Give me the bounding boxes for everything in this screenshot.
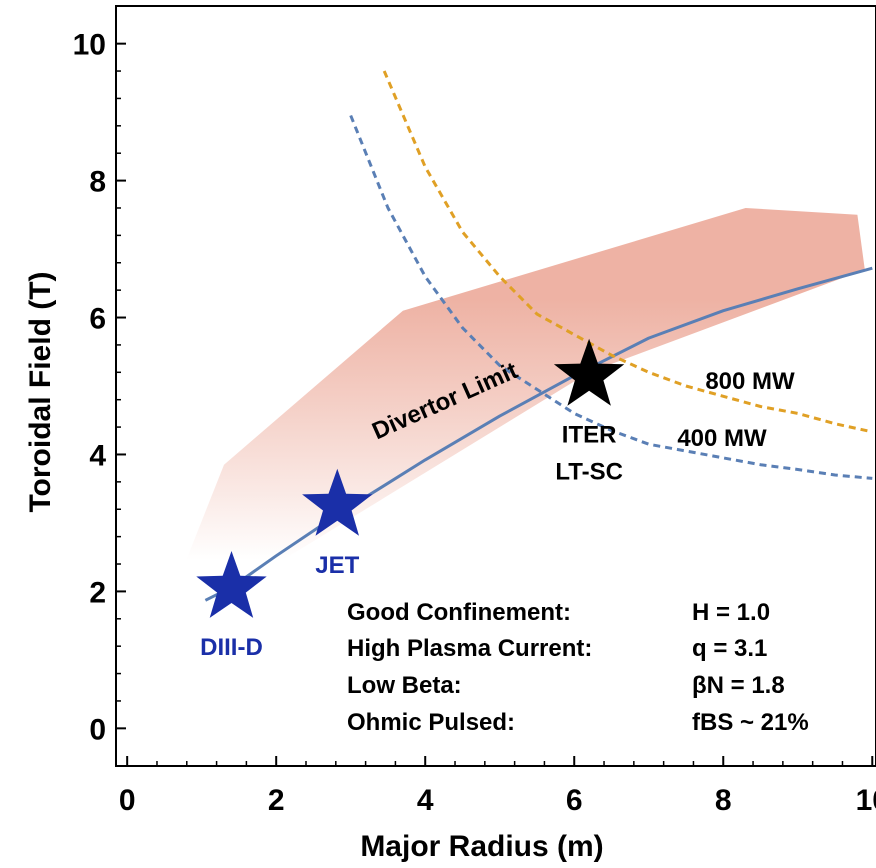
x-tick-label: 2 xyxy=(268,784,285,817)
param-name: Low Beta: xyxy=(347,672,462,699)
400mw-label: 400 MW xyxy=(677,425,767,452)
param-value: fBS ~ 21% xyxy=(692,709,809,736)
param-name: Good Confinement: xyxy=(347,599,571,626)
plot-area xyxy=(179,70,873,602)
machine-label: ITER xyxy=(562,422,617,449)
star-marker-jet xyxy=(302,468,373,536)
x-tick-label: 4 xyxy=(417,784,434,817)
x-tick-label: 0 xyxy=(119,784,136,817)
y-tick-label: 4 xyxy=(89,439,106,472)
plot-frame xyxy=(115,5,876,767)
series-line-800mw xyxy=(382,70,873,434)
series-line-400mw xyxy=(349,114,873,480)
parameter-table: Good Confinement: H = 1.0 High Plasma Cu… xyxy=(347,599,809,736)
x-tick-label: 6 xyxy=(566,784,583,817)
y-tick-label: 10 xyxy=(73,29,106,62)
y-axis-title: Toroidal Field (T) xyxy=(24,271,57,512)
param-value: q = 3.1 xyxy=(692,635,767,662)
series-line-divertor xyxy=(204,266,873,602)
series-layer xyxy=(204,70,873,602)
y-tick-label: 2 xyxy=(89,576,106,609)
markers-layer: DIII-D JET ITER LT-SC xyxy=(196,338,625,661)
machine-label: LT-SC xyxy=(555,459,623,486)
y-tick-label: 8 xyxy=(89,166,106,199)
x-axis-title: Major Radius (m) xyxy=(360,830,603,863)
param-value: H = 1.0 xyxy=(692,599,770,626)
x-tick-label: 8 xyxy=(715,784,732,817)
star-marker-iter-lt-sc xyxy=(553,338,625,406)
800mw-label: 800 MW xyxy=(705,368,795,395)
param-name: High Plasma Current: xyxy=(347,635,592,662)
param-value: βN = 1.8 xyxy=(692,672,785,699)
param-name: Ohmic Pulsed: xyxy=(347,709,515,736)
x-tick-label: 10 xyxy=(856,784,876,817)
machine-label: DIII-D xyxy=(200,634,263,661)
ticks-layer: 0 2 4 6 8 10 0 2 4 6 8 10 xyxy=(73,29,876,817)
star-marker-diii-d xyxy=(196,551,267,618)
y-tick-label: 6 xyxy=(89,303,106,336)
y-tick-label: 0 xyxy=(89,713,106,746)
machine-label: JET xyxy=(315,552,359,579)
